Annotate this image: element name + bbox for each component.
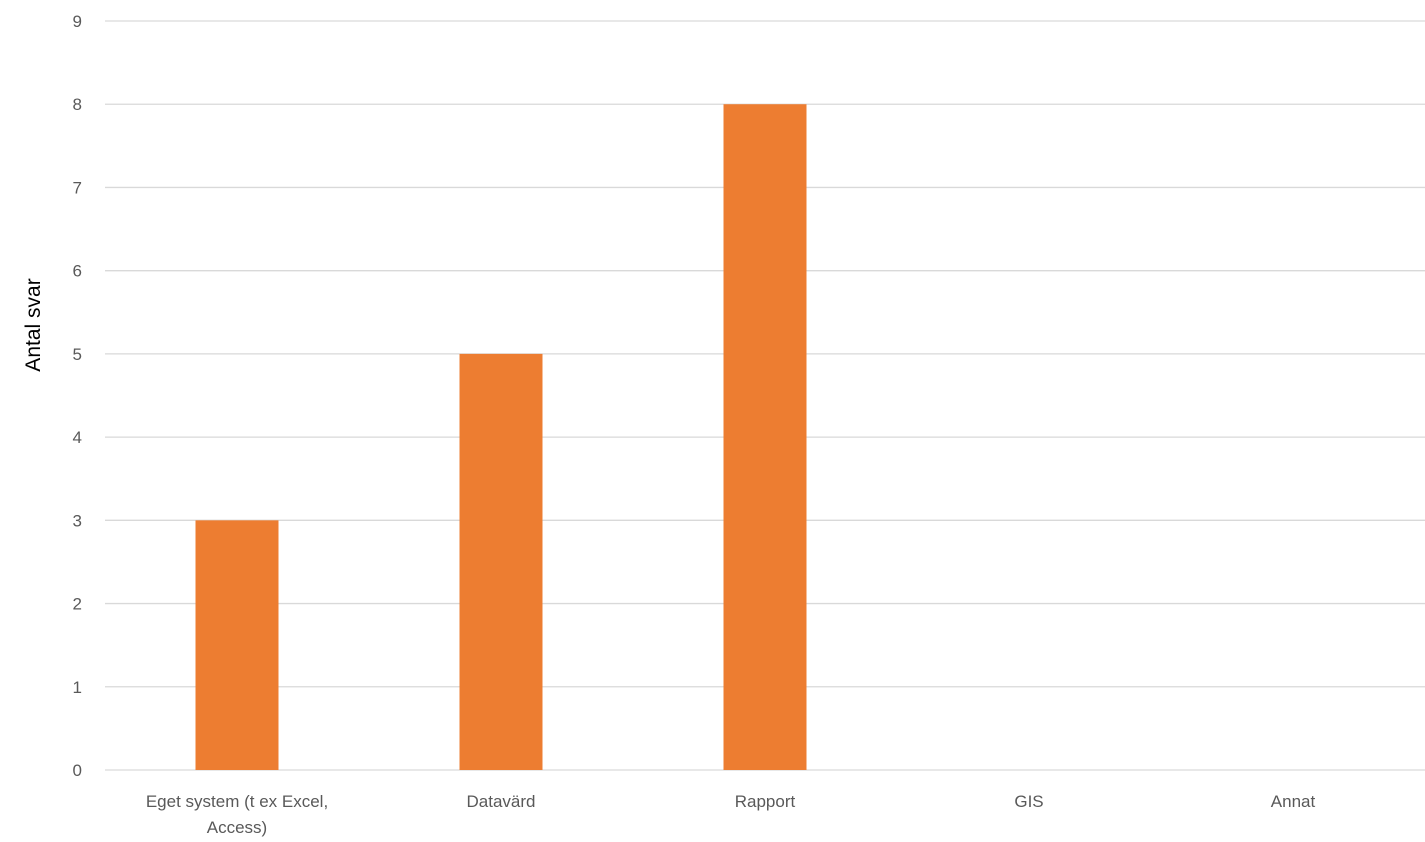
y-tick-label: 1 bbox=[73, 678, 82, 697]
x-category-labels: Eget system (t ex Excel, Access) Datavärd R… bbox=[146, 792, 1316, 837]
y-tick-label: 8 bbox=[73, 95, 82, 114]
bars-layer bbox=[195, 104, 807, 770]
y-tick-label: 6 bbox=[73, 262, 82, 281]
y-tick-label: 5 bbox=[73, 345, 82, 364]
y-tick-label: 9 bbox=[73, 12, 82, 31]
x-category-label: Datavärd bbox=[467, 792, 536, 811]
bar bbox=[723, 104, 807, 770]
bar bbox=[195, 520, 279, 770]
x-category-label: Annat bbox=[1271, 792, 1316, 811]
y-tick-label: 4 bbox=[73, 428, 82, 447]
y-tick-label: 2 bbox=[73, 595, 82, 614]
x-category-label: Eget system (t ex Excel, Access) bbox=[146, 792, 328, 837]
x-category-label: Rapport bbox=[735, 792, 796, 811]
x-category-label: GIS bbox=[1014, 792, 1043, 811]
y-axis-label: Antal svar bbox=[22, 278, 45, 371]
y-tick-label: 7 bbox=[73, 178, 82, 197]
y-tick-label: 0 bbox=[73, 761, 82, 780]
y-tick-label: 3 bbox=[73, 511, 82, 530]
bar bbox=[459, 353, 543, 770]
y-tick-labels: 0 1 2 3 4 5 6 7 8 9 bbox=[73, 12, 82, 780]
